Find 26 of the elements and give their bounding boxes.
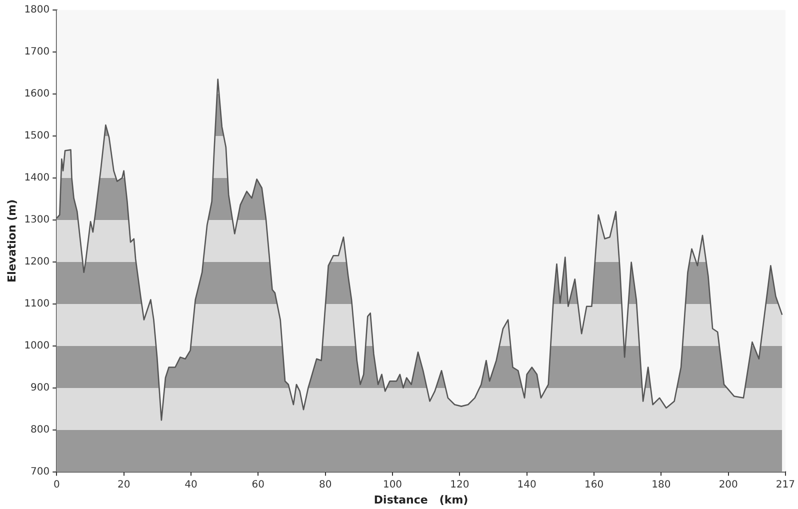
x-tick-label: 200 <box>718 479 738 490</box>
y-tick-label: 1300 <box>24 214 50 226</box>
y-tick-label: 1400 <box>24 172 50 184</box>
x-tick-label: 100 <box>382 479 402 490</box>
x-tick-label: 140 <box>517 479 536 490</box>
x-tick-label: 40 <box>184 479 198 490</box>
y-tick-label: 1500 <box>24 130 50 142</box>
y-tick-label: 700 <box>30 466 50 478</box>
x-tick-label: 0 <box>53 479 60 490</box>
x-tick-label: 80 <box>318 479 332 490</box>
x-tick-label: 160 <box>584 479 604 490</box>
x-tick-label: 60 <box>252 479 265 490</box>
y-tick-label: 1600 <box>24 88 50 100</box>
x-tick-label: 180 <box>652 479 671 490</box>
y-axis-title: Elevation (m) <box>5 199 18 282</box>
x-axis-title: Distance (km) <box>374 493 468 506</box>
y-tick-label: 1200 <box>24 256 50 268</box>
y-tick-label: 1800 <box>24 4 50 16</box>
x-tick-label: 20 <box>117 479 130 490</box>
x-tick-label: 120 <box>450 479 470 490</box>
y-tick-label: 900 <box>30 382 50 394</box>
y-tick-label: 1100 <box>24 298 50 310</box>
y-tick-label: 800 <box>30 424 50 436</box>
x-tick-label: 217 <box>776 479 796 490</box>
y-tick-label: 1000 <box>24 340 50 352</box>
y-tick-label: 1700 <box>24 46 50 58</box>
